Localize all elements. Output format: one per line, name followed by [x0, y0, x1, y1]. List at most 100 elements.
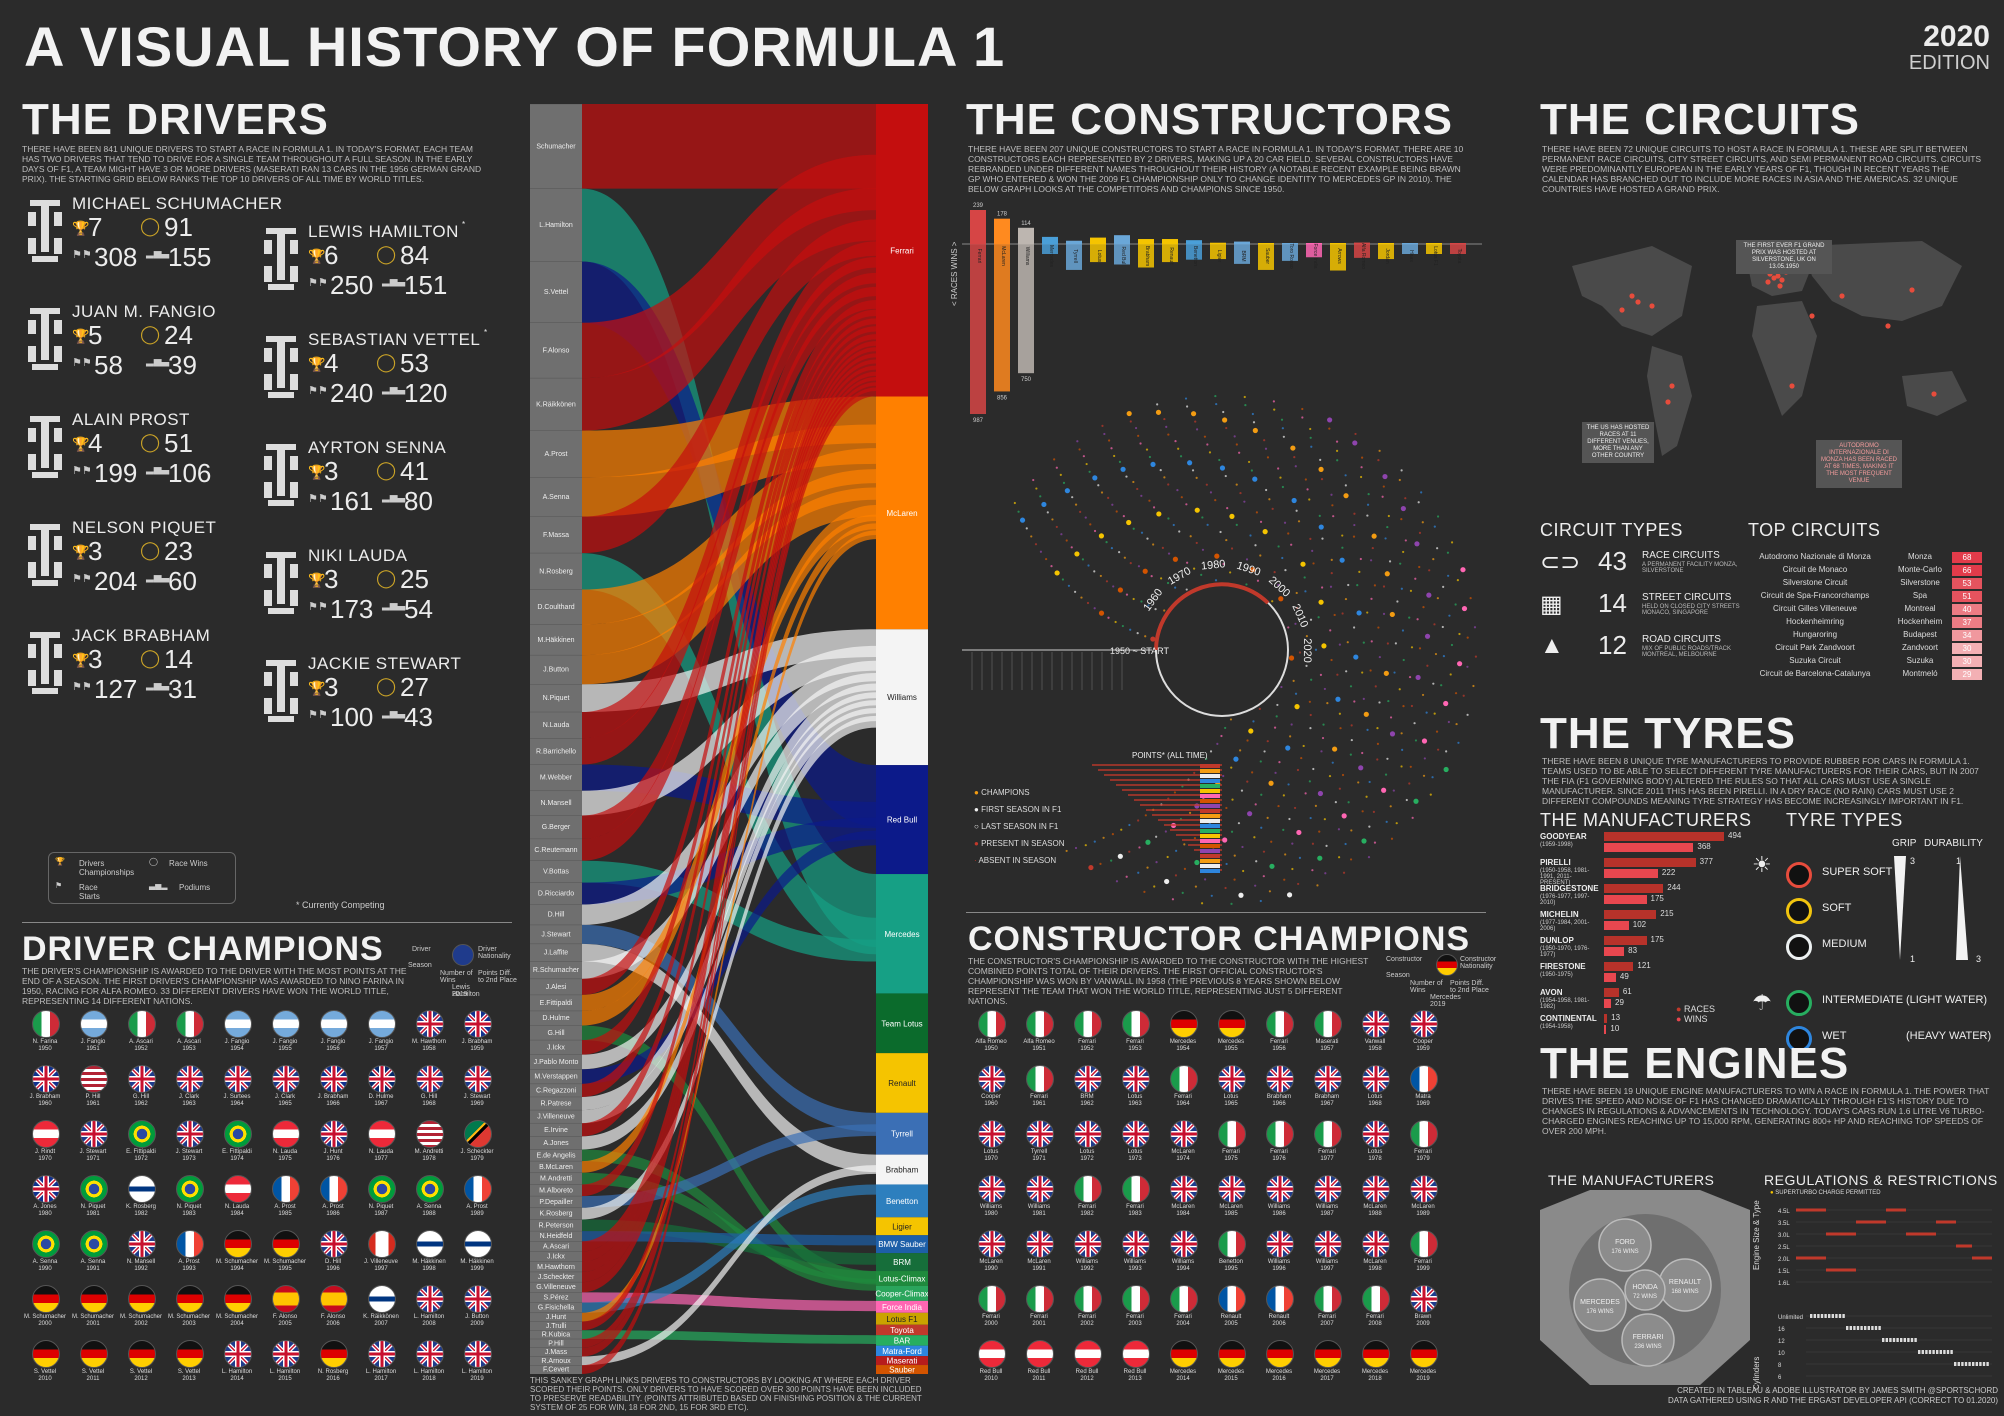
spiral-dot — [1173, 791, 1177, 794]
sankey-flow — [582, 334, 876, 1197]
sankey-constructor-label: Team Lotus — [881, 1019, 922, 1028]
spiral-dot — [1110, 547, 1114, 550]
nation-flag-icon — [1410, 1065, 1438, 1093]
constructor-bar-label: Ferrari — [976, 249, 982, 264]
sankey-constructor-label: Ligier — [892, 1222, 912, 1231]
spiral-dot — [1184, 397, 1188, 400]
tyres-intro: THERE HAVE BEEN 8 UNIQUE TYRE MANUFACTUR… — [1542, 756, 1979, 806]
champion-label: A. Prost 1985 — [257, 1204, 313, 1218]
champion-year: 1979 — [470, 1156, 484, 1162]
nation-flag-icon — [1314, 1340, 1342, 1368]
champion-year: 2013 — [182, 1376, 196, 1382]
nation-flag-icon — [32, 1285, 60, 1313]
champion-name: Ferrari — [982, 1314, 1000, 1320]
nation-flag-icon — [128, 1285, 156, 1313]
cylinders-axis: Cylinders — [1752, 1356, 1761, 1390]
spiral-dot — [1268, 498, 1271, 501]
champion-label: E. Fittipaldi 1972 — [113, 1149, 169, 1163]
spiral-dot — [1214, 553, 1220, 559]
spiral-dot — [1399, 562, 1402, 565]
sankey-driver-label: F.Alonso — [543, 347, 570, 354]
driver-wins: 24 — [164, 320, 193, 350]
nation-flag-icon — [128, 1175, 156, 1203]
spiral-dot — [1310, 445, 1313, 448]
spiral-dot — [1273, 571, 1276, 574]
tyre-races-value: 121 — [1637, 961, 1651, 970]
spiral-dot — [1251, 412, 1254, 416]
cylinder-mark — [1943, 1350, 1946, 1354]
cylinder-mark — [1910, 1338, 1914, 1342]
spiral-dot — [1361, 838, 1367, 844]
spiral-dot — [1218, 458, 1221, 462]
champion-year: 1950 — [38, 1046, 52, 1052]
spiral-dot — [1341, 534, 1344, 537]
champion-name: Ferrari — [1030, 1094, 1048, 1100]
spiral-dot — [1148, 455, 1151, 459]
sankey-constructor-node — [876, 1324, 928, 1336]
champion-label: S. Vettel 2012 — [113, 1369, 169, 1383]
spiral-dot — [1084, 516, 1087, 519]
spiral-dot — [1278, 596, 1284, 602]
sankey-driver-label: K.Rosberg — [539, 1211, 572, 1218]
constructor-wins-value: 114 — [1021, 221, 1031, 227]
spiral-dot — [1093, 840, 1096, 843]
champion-year: 1963 — [1128, 1101, 1142, 1107]
durability-label: DURABILITY — [1924, 838, 1983, 849]
spiral-dot — [1041, 501, 1047, 508]
wreath-icon: ◯ — [140, 324, 161, 344]
trophy-icon: 🏆 — [308, 680, 326, 696]
sankey-driver-column — [530, 104, 582, 1374]
spiral-dot — [1252, 421, 1256, 424]
cylinder-mark — [1900, 1338, 1903, 1342]
tyre-years: (1959-1998) — [1540, 842, 1573, 848]
circuits-title: THE CIRCUITS — [1540, 95, 1860, 144]
driver-wins: 25 — [400, 564, 429, 594]
drivers-divider — [22, 922, 512, 923]
ckey-nationality: Constructor Nationality — [1460, 956, 1497, 970]
champion-label: J. Fangio 1951 — [65, 1039, 121, 1053]
champion-name: M. Schumacher — [119, 1314, 162, 1320]
nation-flag-icon — [128, 1010, 156, 1038]
spiral-dot — [1382, 485, 1385, 488]
champion-label: J. Hunt 1976 — [305, 1149, 361, 1163]
spiral-dot — [1061, 578, 1065, 581]
race-car-icon — [28, 306, 62, 372]
champion-year: 1978 — [422, 1156, 436, 1162]
spiral-dot — [1276, 703, 1279, 707]
champion-name: Alfa Romeo — [1023, 1039, 1055, 1045]
wreath-icon: ◯ — [376, 244, 397, 264]
absent-dot-icon: · — [974, 856, 977, 865]
cylinder-mark — [1867, 1326, 1870, 1330]
spiral-dot — [1353, 654, 1359, 660]
sankey-driver-label: J.Laffite — [544, 950, 568, 957]
spiral-dot — [1137, 565, 1141, 568]
spiral-dot — [1353, 512, 1356, 515]
spiral-dot — [1414, 541, 1420, 547]
cylinder-mark — [1975, 1362, 1978, 1366]
spiral-dot — [1266, 456, 1270, 459]
driver-champions-key: Driver Season Lewis Hamilton 2019 Driver… — [408, 940, 517, 998]
champion-name: Ferrari — [1318, 1149, 1336, 1155]
legend-absent: ABSENT IN SEASON — [978, 856, 1057, 865]
spiral-dot — [1433, 623, 1436, 626]
champion-name: Ferrari — [1174, 1314, 1192, 1320]
champion-name: A. Prost — [274, 1204, 296, 1210]
spiral-dot — [1247, 811, 1253, 817]
spiral-dot — [1335, 440, 1339, 443]
sankey-flow — [582, 309, 876, 1055]
nation-flag-icon — [416, 1175, 444, 1203]
champion-name: Williams — [1075, 1259, 1099, 1265]
spiral-dot — [1191, 469, 1195, 472]
spiral-dot — [1361, 810, 1364, 813]
tyre-years: (1950-1958, 1981-1991, 2011-PRESENT) — [1540, 868, 1590, 886]
spiral-dot — [1436, 515, 1440, 518]
constructor-bar-label: Toyota — [1456, 249, 1462, 264]
champion-label: Renault 2006 — [1251, 1314, 1307, 1328]
spiral-dot — [1235, 443, 1238, 446]
champion-name: M. Schumacher — [23, 1314, 66, 1320]
points-swatch — [1200, 839, 1220, 843]
spiral-dot — [1353, 700, 1356, 703]
spiral-dot — [1039, 550, 1043, 553]
champion-year: 2015 — [278, 1376, 292, 1382]
constructor-races-bar — [1138, 244, 1154, 268]
